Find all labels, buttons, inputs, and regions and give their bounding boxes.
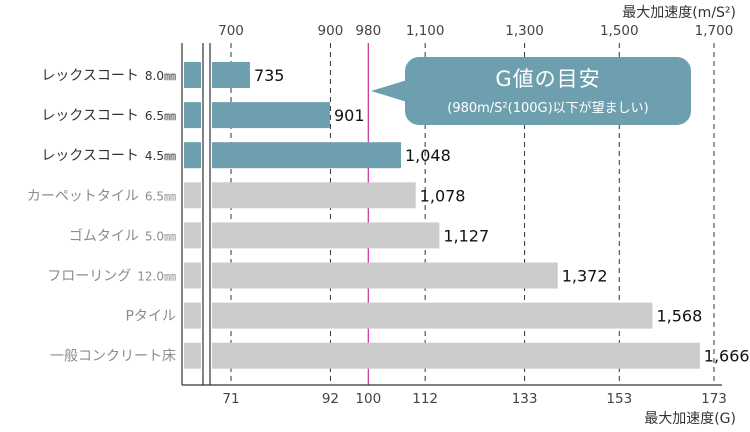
bars <box>184 62 700 369</box>
category-label-1: レックスコート 6.5㎜ <box>41 108 176 124</box>
bottom-tick-label-0: 71 <box>222 391 239 407</box>
top-tick-label-6: 1,700 <box>695 23 734 39</box>
bar-1 <box>212 102 330 129</box>
bar-7 <box>212 342 700 369</box>
category-label-4: ゴムタイル 5.0㎜ <box>69 227 176 244</box>
category-name-4: ゴムタイル <box>69 227 139 244</box>
category-name-7: 一般コンクリート床 <box>50 349 176 365</box>
top-axis-title: 最大加速度(m/S²) <box>622 5 736 21</box>
bar-stub-1 <box>184 102 201 129</box>
bar-stub-0 <box>184 62 201 88</box>
g-value-callout: G値の目安 (980m/S²(100G)以下が望ましい) <box>405 57 691 125</box>
category-label-5: フローリング 12.0㎜ <box>47 269 176 285</box>
category-label-7: 一般コンクリート床 <box>50 349 176 365</box>
bar-stub-3 <box>184 182 201 209</box>
value-label-2: 1,048 <box>405 146 451 165</box>
value-label-4: 1,127 <box>443 226 489 245</box>
bar-stub-7 <box>184 342 201 369</box>
category-size-1: 6.5㎜ <box>145 109 176 123</box>
bottom-tick-label-2: 100 <box>355 391 381 407</box>
value-label-6: 1,568 <box>656 307 702 326</box>
category-name-3: カーペットタイル <box>27 188 139 204</box>
bottom-tick-label-3: 112 <box>412 391 438 407</box>
category-name-5: フローリング <box>47 269 131 285</box>
bar-6 <box>212 302 653 329</box>
category-label-2: レックスコート 4.5㎜ <box>41 148 176 164</box>
bottom-tick-label-1: 92 <box>322 391 339 407</box>
bar-stub-4 <box>184 222 201 249</box>
category-name-2: レックスコート <box>41 148 139 164</box>
category-name-0: レックスコート <box>41 68 139 84</box>
bar-stub-6 <box>184 302 201 329</box>
bar-stub-2 <box>184 142 201 169</box>
category-label-3: カーペットタイル 6.5㎜ <box>27 188 176 204</box>
callout-note: (980m/S²(100G)以下が望ましい) <box>447 101 649 116</box>
bottom-tick-label-4: 133 <box>512 391 538 407</box>
x-axis-title: 最大加速度(G) <box>644 411 736 427</box>
value-label-1: 901 <box>334 106 365 125</box>
labels: 700 900 980 1,100 1,300 1,500 1,700 71 92 100 112 1… <box>27 23 750 407</box>
bar-4 <box>212 222 440 249</box>
top-tick-label-0: 700 <box>218 23 244 39</box>
top-tick-label-1: 900 <box>318 23 344 39</box>
bar-0 <box>212 62 250 88</box>
bar-stub-5 <box>184 262 201 289</box>
callout-pointer <box>371 80 407 102</box>
category-size-3: 6.5㎜ <box>145 189 176 203</box>
bottom-tick-label-5: 153 <box>606 391 632 407</box>
category-size-5: 12.0㎜ <box>137 270 176 284</box>
bottom-tick-label-6: 173 <box>701 391 727 407</box>
category-name-1: レックスコート <box>41 108 139 124</box>
bar-2 <box>212 142 401 169</box>
value-label-3: 1,078 <box>420 186 466 205</box>
top-tick-label-5: 1,500 <box>600 23 639 39</box>
top-tick-label-4: 1,300 <box>505 23 544 39</box>
axes <box>181 43 722 386</box>
bar-5 <box>212 262 558 289</box>
category-label-0: レックスコート 8.0㎜ <box>41 68 176 84</box>
value-label-0: 735 <box>254 66 285 85</box>
value-label-5: 1,372 <box>562 267 608 286</box>
value-label-7: 1,666 <box>704 347 750 366</box>
top-tick-label-2: 980 <box>355 23 381 39</box>
category-size-0: 8.0㎜ <box>145 69 176 83</box>
top-tick-label-3: 1,100 <box>406 23 445 39</box>
category-size-2: 4.5㎜ <box>145 149 176 163</box>
category-label-6: Pタイル <box>126 309 176 325</box>
category-name-6: Pタイル <box>126 309 176 325</box>
category-size-4: 5.0㎜ <box>145 229 176 243</box>
bar-3 <box>212 182 416 209</box>
callout-title: G値の目安 <box>495 67 601 91</box>
